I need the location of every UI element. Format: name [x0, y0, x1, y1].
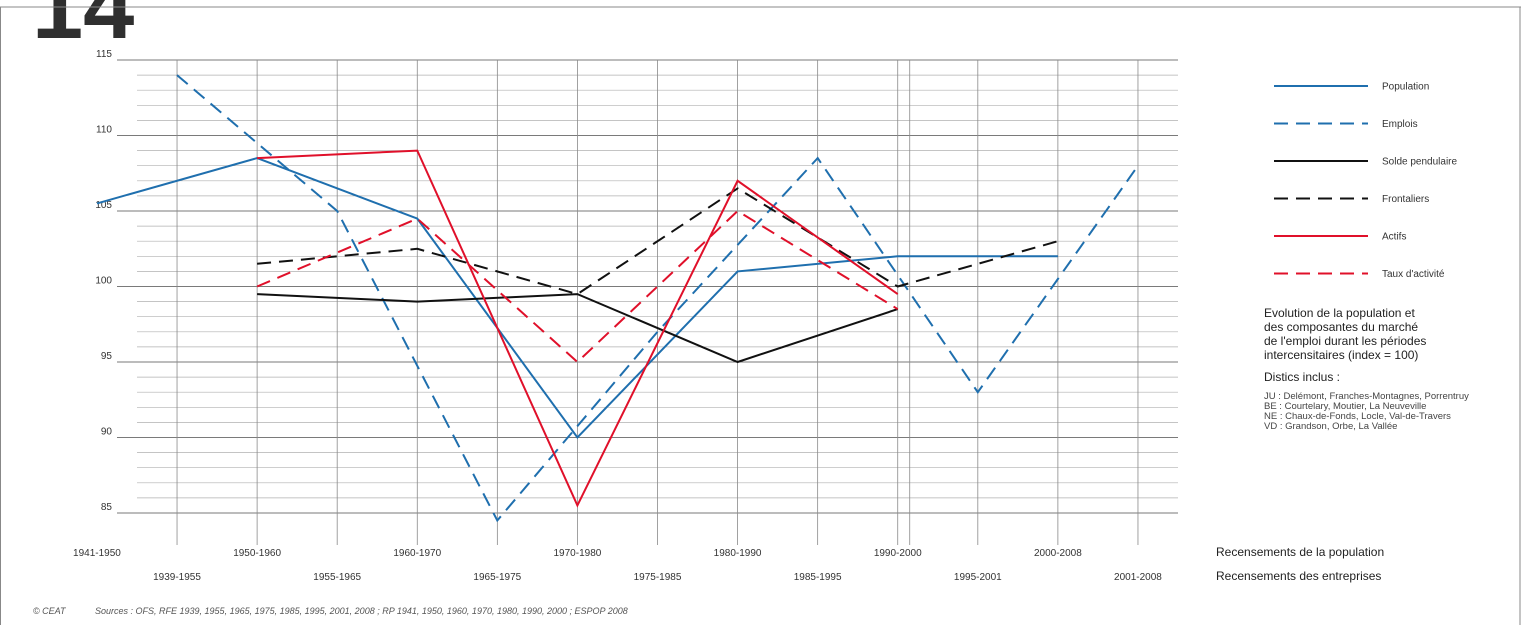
district-item: JU : Delémont, Franches-Montagnes, Porre…	[1264, 391, 1469, 402]
y-tick-labels: 85 90 95 100 105 110 115	[95, 49, 112, 513]
y-tick-label: 100	[95, 276, 112, 287]
series-line-actifs	[257, 149, 899, 508]
x-tick-label-population: 1980-1990	[714, 548, 762, 559]
y-tick-label: 110	[96, 125, 112, 136]
x-tick-label-enterprises: 1955-1965	[313, 572, 361, 583]
chart-description-panel: Evolution de la population et des compos…	[1264, 306, 1514, 432]
districts-title: Distics inclus :	[1264, 370, 1341, 384]
grid	[117, 59, 1178, 545]
x2-axis-label: Recensements des entreprises	[1216, 569, 1381, 583]
y-tick-label: 115	[96, 49, 112, 60]
legend-label: Emplois	[1382, 119, 1418, 130]
x-tick-label-enterprises: 1975-1985	[634, 572, 682, 583]
x-tick-label-population: 1960-1970	[393, 548, 441, 559]
x-tick-label-population: 2000-2008	[1034, 548, 1082, 559]
section-number: 14	[32, 0, 134, 58]
legend-label: Solde pendulaire	[1382, 157, 1457, 168]
legend-label: Frontaliers	[1382, 194, 1429, 205]
series-line-solde-pendulaire	[257, 293, 899, 364]
series-line-emplois	[176, 74, 1139, 523]
x-tick-label-enterprises: 1995-2001	[954, 572, 1002, 583]
legend: Population Emplois Solde pendulaire Frontal…	[1274, 82, 1457, 280]
series-lines	[96, 74, 1139, 523]
x-tick-label-population: 1990-2000	[874, 548, 922, 559]
x-axis-label: Recensements de la population	[1216, 545, 1384, 559]
series-line-frontaliers	[257, 187, 1059, 296]
legend-label: Population	[1382, 82, 1429, 93]
district-item: NE : Chaux-de-Fonds, Locle, Val-de-Trave…	[1264, 411, 1451, 422]
legend-label: Actifs	[1382, 232, 1406, 243]
x-tick-label-enterprises: 1985-1995	[794, 572, 842, 583]
x-tick-label-population: 1970-1980	[554, 548, 602, 559]
y-tick-label: 105	[95, 200, 112, 211]
x-tick-label-population: 1941-1950	[73, 548, 121, 559]
x-tick-label-enterprises: 2001-2008	[1114, 572, 1162, 583]
x-tick-label-enterprises: 1965-1975	[473, 572, 521, 583]
x-tick-label-enterprises: 1939-1955	[153, 572, 201, 583]
district-item: BE : Courtelary, Moutier, La Neuveville	[1264, 401, 1427, 412]
x-tick-label-population: 1950-1960	[233, 548, 281, 559]
series-line-taux-d-activit-	[256, 209, 899, 364]
chart-description: Evolution de la population et des compos…	[1264, 306, 1427, 362]
x-tick-labels: 1941-1950 1950-1960 1960-1970 1970-1980 1980…	[73, 548, 1162, 583]
sources: Sources : OFS, RFE 1939, 1955, 1965, 197…	[95, 606, 628, 616]
copyright: © CEAT	[33, 606, 67, 616]
legend-label: Taux d'activité	[1382, 269, 1445, 280]
y-tick-label: 85	[101, 502, 113, 513]
y-tick-label: 90	[101, 427, 113, 438]
y-tick-label: 95	[101, 351, 113, 362]
district-item: VD : Grandson, Orbe, La Vallée	[1264, 421, 1398, 432]
